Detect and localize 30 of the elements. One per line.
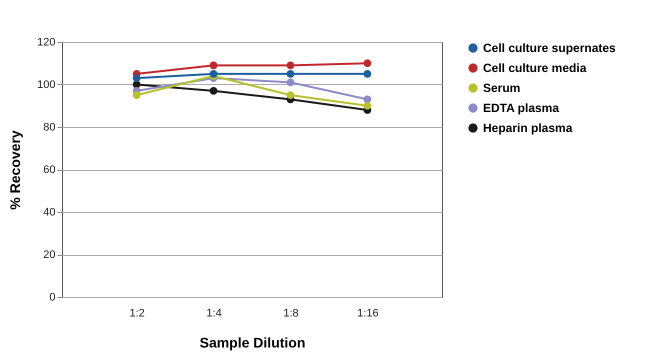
point xyxy=(286,91,294,99)
y-tick-label: 20 xyxy=(43,249,56,261)
y-tick-label: 60 xyxy=(43,164,56,176)
point xyxy=(286,62,294,70)
y-tick-label: 80 xyxy=(43,122,56,134)
point xyxy=(364,70,372,78)
legend-label: Cell culture media xyxy=(483,61,587,75)
y-tick-label: 40 xyxy=(43,206,56,218)
point xyxy=(364,59,372,68)
legend-label: Cell culture supernates xyxy=(483,41,616,55)
y-tick-label: 100 xyxy=(37,79,56,91)
point xyxy=(286,70,294,78)
legend-label: Heparin plasma xyxy=(483,121,573,135)
point xyxy=(132,74,140,82)
y-tick-label: 120 xyxy=(37,36,56,48)
x-tick-label: 1:16 xyxy=(357,308,379,320)
x-axis-title: Sample Dilution xyxy=(200,334,306,350)
legend-label: Serum xyxy=(483,81,520,95)
point xyxy=(210,62,218,70)
legend-label: EDTA plasma xyxy=(483,101,560,115)
x-tick-label: 1:8 xyxy=(283,308,299,320)
x-tick-label: 1:2 xyxy=(129,308,145,320)
y-axis-title: % Recovery xyxy=(7,130,24,210)
point xyxy=(286,78,294,86)
x-tick-label: 1:4 xyxy=(206,308,222,320)
point xyxy=(210,87,218,95)
y-tick-label: 0 xyxy=(49,292,56,304)
point xyxy=(364,102,372,110)
point xyxy=(364,96,372,104)
point xyxy=(132,91,140,99)
